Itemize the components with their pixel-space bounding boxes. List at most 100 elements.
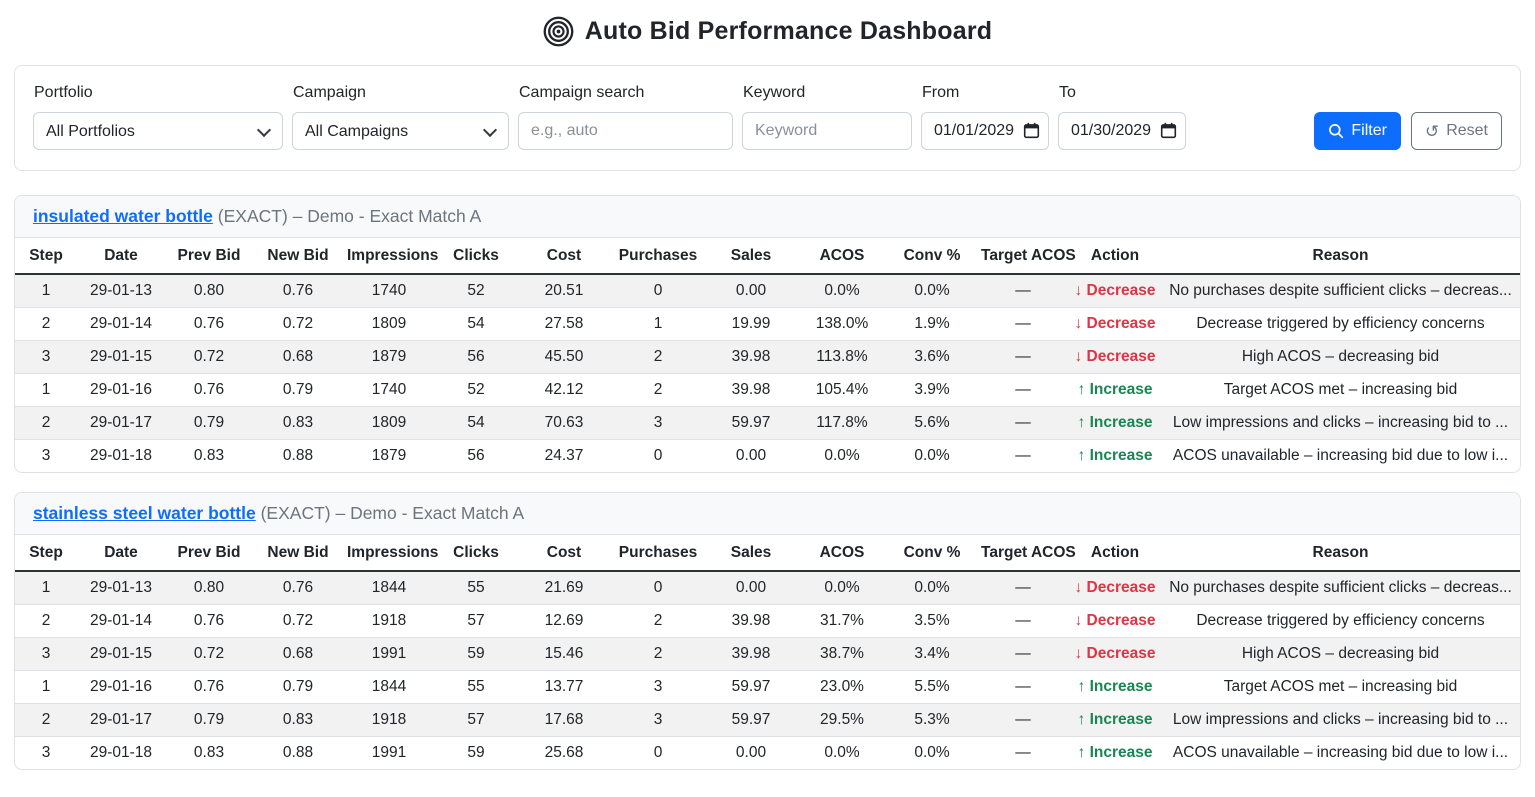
keyword-link[interactable]: stainless steel water bottle	[33, 503, 256, 523]
arrow-up-icon: ↑	[1077, 381, 1086, 398]
reset-button[interactable]: ↺ Reset	[1410, 112, 1502, 150]
cell-purchases: 0	[653, 447, 663, 464]
cell-conv-: 5.3%	[914, 711, 950, 728]
keyword-label: Keyword	[743, 84, 806, 101]
cell-prev-bid: 0.76	[193, 315, 225, 332]
cell-impressions: 1991	[371, 645, 407, 662]
cell-step: 2	[41, 612, 51, 629]
arrow-down-icon: ↓	[1074, 282, 1083, 299]
keyword-card-header: stainless steel water bottle (EXACT) – D…	[15, 493, 1520, 535]
cell-prev-bid: 0.76	[193, 678, 225, 695]
cell-purchases: 0	[653, 579, 663, 596]
cell-target-acos: —	[1015, 612, 1031, 629]
action-cell-down: ↓ Decrease	[1069, 341, 1161, 374]
filter-button[interactable]: Filter	[1314, 112, 1401, 150]
action-cell-up: ↑ Increase	[1069, 407, 1161, 440]
keyword-link[interactable]: insulated water bottle	[33, 206, 213, 226]
cell-date: 29-01-18	[89, 447, 153, 464]
portfolio-select[interactable]: All Portfolios	[33, 112, 283, 150]
action-label: Increase	[1089, 447, 1153, 464]
column-header-sales: Sales	[705, 238, 797, 275]
column-header-cost: Cost	[517, 238, 611, 275]
portfolio-label: Portfolio	[34, 84, 93, 101]
cell-date: 29-01-16	[89, 678, 153, 695]
cell-impressions: 1844	[371, 579, 407, 596]
cell-new-bid: 0.68	[282, 348, 314, 365]
column-header-reason: Reason	[1161, 238, 1520, 275]
arrow-down-icon: ↓	[1074, 645, 1083, 662]
search-icon	[1328, 123, 1344, 139]
column-header-action: Action	[1069, 238, 1161, 275]
cell-purchases: 2	[653, 381, 663, 398]
column-header-impressions: Impressions	[343, 535, 438, 572]
arrow-up-icon: ↑	[1077, 414, 1086, 431]
reason-cell: Target ACOS met – increasing bid	[1223, 678, 1458, 695]
campaign-search-input[interactable]	[518, 112, 733, 150]
from-label: From	[922, 84, 960, 101]
campaign-search-label: Campaign search	[519, 84, 645, 101]
cell-conv-: 3.4%	[914, 645, 950, 662]
cell-cost: 13.77	[544, 678, 584, 695]
portfolio-field: Portfolio All Portfolios	[33, 84, 283, 150]
cell-sales: 39.98	[731, 381, 771, 398]
to-label: To	[1059, 84, 1076, 101]
cell-sales: 39.98	[731, 645, 771, 662]
cell-clicks: 55	[467, 579, 485, 596]
cell-cost: 20.51	[544, 282, 584, 299]
cell-sales: 59.97	[731, 678, 771, 695]
cell-step: 2	[41, 315, 51, 332]
cell-purchases: 0	[653, 282, 663, 299]
cell-purchases: 2	[653, 348, 663, 365]
cell-sales: 39.98	[731, 348, 771, 365]
action-label: Decrease	[1086, 348, 1156, 365]
cell-new-bid: 0.72	[282, 315, 314, 332]
campaign-select[interactable]: All Campaigns	[292, 112, 509, 150]
performance-table: Step Date Prev Bid New Bid Impressions Clicks…	[15, 238, 1520, 472]
column-header-impressions: Impressions	[343, 238, 438, 275]
cell-step: 2	[41, 414, 51, 431]
table-row: 2 29-01-14 0.76 0.72 1809 54 27.58 1 19.99 138.0%…	[15, 307, 1520, 341]
cell-conv-: 5.5%	[914, 678, 950, 695]
action-cell-down: ↓ Decrease	[1069, 605, 1161, 638]
column-header-cost: Cost	[517, 535, 611, 572]
column-header-target-acos: Target ACOS	[977, 238, 1076, 275]
action-label: Increase	[1089, 414, 1153, 431]
cell-clicks: 59	[467, 645, 485, 662]
keyword-card: insulated water bottle (EXACT) – Demo - …	[14, 195, 1521, 473]
cell-sales: 19.99	[731, 315, 771, 332]
cell-clicks: 55	[467, 678, 485, 695]
action-label: Increase	[1089, 678, 1153, 695]
to-date-input[interactable]	[1058, 112, 1186, 150]
table-row: 3 29-01-18 0.83 0.88 1991 59 25.68 0 0.00 0.0% 0.0…	[15, 736, 1520, 770]
column-header-acos: ACOS	[797, 535, 887, 572]
cell-step: 1	[41, 678, 51, 695]
action-cell-up: ↑ Increase	[1069, 374, 1161, 407]
cell-date: 29-01-18	[89, 744, 153, 761]
cell-clicks: 54	[467, 414, 485, 431]
cell-date: 29-01-15	[89, 348, 153, 365]
cell-cost: 15.46	[544, 645, 584, 662]
cell-purchases: 3	[653, 414, 663, 431]
from-date-input[interactable]	[921, 112, 1049, 150]
cell-new-bid: 0.68	[282, 645, 314, 662]
action-cell-up: ↑ Increase	[1069, 440, 1161, 473]
cell-conv-: 0.0%	[914, 282, 950, 299]
cell-step: 2	[41, 711, 51, 728]
keyword-input[interactable]	[742, 112, 912, 150]
cell-impressions: 1844	[371, 678, 407, 695]
cell-purchases: 1	[653, 315, 663, 332]
action-cell-down: ↓ Decrease	[1069, 571, 1161, 605]
campaign-label: Campaign	[293, 84, 366, 101]
cell-target-acos: —	[1015, 315, 1031, 332]
cell-date: 29-01-13	[89, 282, 153, 299]
arrow-down-icon: ↓	[1074, 348, 1083, 365]
arrow-up-icon: ↑	[1077, 711, 1086, 728]
cell-cost: 27.58	[544, 315, 584, 332]
arrow-up-icon: ↑	[1077, 678, 1086, 695]
action-cell-up: ↑ Increase	[1069, 704, 1161, 737]
column-header-sales: Sales	[705, 535, 797, 572]
table-row: 3 29-01-18 0.83 0.88 1879 56 24.37 0 0.00 0.0% 0.0…	[15, 439, 1520, 473]
cell-impressions: 1809	[371, 414, 407, 431]
cell-acos: 31.7%	[820, 612, 864, 629]
cell-sales: 59.97	[731, 711, 771, 728]
